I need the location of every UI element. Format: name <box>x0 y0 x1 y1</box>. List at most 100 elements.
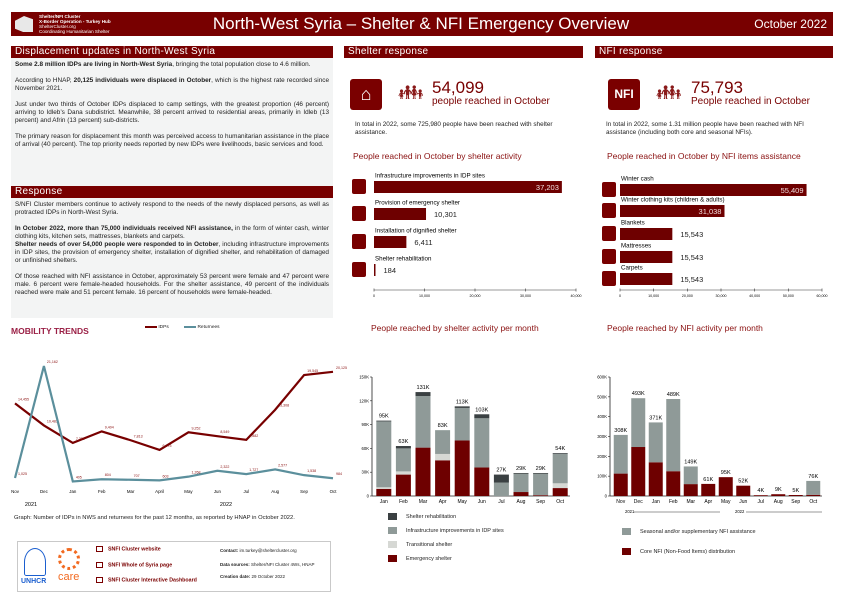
year-label: 2022 <box>735 509 745 514</box>
x-tick-label: Apr <box>439 499 447 505</box>
bar-segment-shelter-rehabilitation <box>415 392 431 397</box>
bar-category-label: Winter clothing kits (children & adults) <box>621 197 725 204</box>
data-label: 9,252 <box>191 426 200 430</box>
link-cluster-website[interactable]: SNFI Cluster website <box>96 546 161 552</box>
bar-segment-core-nfi-non-food-items-distribution <box>718 477 733 496</box>
x-tick-label: 20,000 <box>470 294 481 298</box>
bar-segment-emergency-shelter <box>474 467 490 496</box>
x-tick-label: May <box>184 489 193 494</box>
x-tick-label: Jun <box>739 499 747 505</box>
bar-total-label: 9K <box>775 487 782 493</box>
idp-total-bold: Some 2.8 million IDPs are living in Nort… <box>15 61 173 68</box>
data-label: 707 <box>134 474 140 478</box>
legend-item: Shelter rehabilitation <box>388 513 504 527</box>
bar-segment-shelter-rehabilitation <box>513 472 529 474</box>
data-label: 1,025 <box>18 472 27 476</box>
nfi-monthly-title: People reached by NFI activity per month <box>607 323 763 333</box>
report-date: October 2022 <box>754 17 827 31</box>
data-label: 1,268 <box>191 471 200 475</box>
bar-segment-infrastructure-improvements-in-idp-sites <box>435 430 451 454</box>
x-tick-label: May <box>457 499 467 505</box>
bar-value-label: 10,301 <box>434 210 457 219</box>
hammer-house-icon <box>352 262 366 277</box>
bar-segment-seasonal-and-or-supplementary-nfi-assistance <box>806 480 821 495</box>
x-tick-label: Mar <box>419 499 428 505</box>
x-tick-label: Sep <box>791 499 800 505</box>
sources-label: Data sources: <box>220 562 250 567</box>
data-label: 19,545 <box>307 369 318 373</box>
data-label: 7,813 <box>134 434 143 438</box>
response-p1: S/NFI Cluster members continue to active… <box>15 201 329 216</box>
legend-label: Infrastructure improvements in IDP sites <box>406 527 504 534</box>
legend-label: Shelter rehabilitation <box>406 513 457 520</box>
legend-returnees: Returnees <box>197 325 220 330</box>
org-block: Shelter/NFI Cluster X-Border Operation -… <box>39 14 111 34</box>
bar-total-label: 54K <box>555 446 565 452</box>
x-tick-label: Mar <box>127 489 135 494</box>
bar-segment-infrastructure-improvements-in-idp-sites <box>376 421 392 488</box>
bar-segment-infrastructure-improvements-in-idp-sites <box>395 448 411 472</box>
legend-label: Transitional shelter <box>406 541 453 548</box>
bar-segment-emergency-shelter <box>435 460 451 496</box>
bar-segment-infrastructure-improvements-in-idp-sites <box>493 482 509 496</box>
shelter-heading: Shelter response <box>344 46 583 58</box>
response-text: S/NFI Cluster members continue to active… <box>11 198 333 318</box>
bar-segment-core-nfi-non-food-items-distribution <box>771 494 786 496</box>
x-tick-label: Nov <box>11 489 20 494</box>
data-label: 8,549 <box>220 430 229 434</box>
hnap-rest: , which is the highest rate recorded sin… <box>15 77 330 92</box>
bar <box>620 205 725 217</box>
data-label: 9,404 <box>105 425 114 429</box>
y-tick-label: 100K <box>597 474 607 479</box>
unhcr-logo-text: UNHCR <box>21 578 47 585</box>
carpet-icon <box>602 271 616 286</box>
bar-segment-infrastructure-improvements-in-idp-sites <box>454 407 470 441</box>
displacement-heading: Displacement updates in North-West Syria <box>11 46 333 58</box>
bar-value-label: 31,038 <box>699 207 722 216</box>
data-label: 7,882 <box>249 434 258 438</box>
sources-value: Shelter/NFI Cluster 4Ws, HNAP <box>251 562 315 567</box>
link-whole-of-syria[interactable]: SNFI Whole of Syria page <box>96 562 172 568</box>
bar-category-label: Installation of dignified shelter <box>375 228 457 235</box>
contact-email[interactable]: im.turkey@sheltercluster.org <box>239 548 297 553</box>
x-tick-label: Feb <box>399 499 408 505</box>
x-tick-label: April <box>155 489 164 494</box>
link-dashboard[interactable]: SNFI Cluster Interactive Dashboard <box>96 577 197 583</box>
bar <box>374 264 376 276</box>
y-tick-label: 60K <box>362 446 370 451</box>
legend-item: Infrastructure improvements in IDP sites <box>388 527 504 541</box>
bar-total-label: 83K <box>438 423 448 429</box>
bar-segment-emergency-shelter <box>533 495 549 496</box>
bar-total-label: 131K <box>416 385 429 391</box>
data-label: 1,727 <box>249 468 258 472</box>
bar-segment-transitional-shelter <box>395 471 411 475</box>
legend-label: Core NFI (Non-Food Items) distribution <box>640 548 736 555</box>
x-tick-label: 20,000 <box>682 294 693 298</box>
y-tick-label: 0 <box>605 494 608 499</box>
creation-date: Creation date: 29 October 2022 <box>220 574 285 579</box>
bar-segment-seasonal-and-or-supplementary-nfi-assistance <box>613 434 628 474</box>
bar-category-label: Shelter rehabilitation <box>375 256 432 263</box>
bar-value-label: 37,203 <box>536 183 559 192</box>
bar-total-label: 4K <box>757 488 764 494</box>
care-logo-icon <box>58 548 80 570</box>
bar <box>620 273 673 285</box>
tent-icon <box>352 206 366 221</box>
year-label: 2022 <box>220 502 232 508</box>
legend-item: Transitional shelter <box>388 541 504 555</box>
hnap-pre: According to HNAP, <box>15 77 74 84</box>
legend-returnees-swatch <box>184 325 197 328</box>
org-site: ShelterCluster.org <box>39 24 76 29</box>
x-tick-label: Aug <box>271 489 279 494</box>
shelter-monthly-title: People reached by shelter activity per m… <box>371 323 539 333</box>
y-tick-label: 30K <box>362 470 370 475</box>
legend-label: Emergency shelter <box>406 555 452 562</box>
data-label: 984 <box>336 472 342 476</box>
footer-box: UNHCR care SNFI Cluster website SNFI Who… <box>17 541 331 592</box>
line-returnees <box>13 365 334 483</box>
bar-segment-shelter-rehabilitation <box>474 414 490 419</box>
x-tick-label: Aug <box>774 499 783 505</box>
monitor-icon <box>96 546 103 552</box>
bar <box>620 251 673 263</box>
legend-swatch <box>388 527 397 534</box>
